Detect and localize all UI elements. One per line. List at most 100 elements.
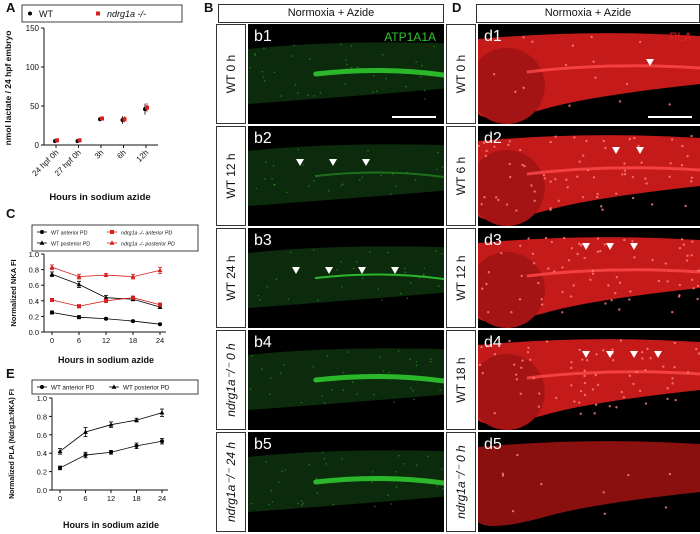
speckle xyxy=(415,61,418,63)
e-y-tick-label: 0.8 xyxy=(37,412,47,421)
c-point xyxy=(77,315,81,320)
speckle xyxy=(251,354,253,357)
c-x-tick-label: 12 xyxy=(102,336,110,345)
puncta xyxy=(583,256,586,260)
puncta xyxy=(591,269,594,272)
puncta xyxy=(520,274,523,278)
speckle xyxy=(416,464,418,466)
e-point xyxy=(58,465,62,470)
puncta xyxy=(618,281,622,285)
puncta xyxy=(611,348,614,351)
speckle xyxy=(404,267,406,270)
puncta xyxy=(478,363,482,367)
a-y-tick-label: 0 xyxy=(35,141,40,150)
puncta xyxy=(610,299,613,302)
row-label-text: ndrg1a⁻/⁻ 0 h xyxy=(224,343,238,417)
micrograph-b2: b2 xyxy=(248,126,444,226)
arrowhead xyxy=(325,267,333,274)
speckle xyxy=(261,368,263,370)
arrowhead xyxy=(292,267,300,274)
puncta xyxy=(599,205,603,208)
embryo-body xyxy=(248,246,444,308)
row-label-text: ndrg1a⁻/⁻ 0 h xyxy=(454,445,468,519)
puncta xyxy=(602,491,605,494)
micrograph-drawing xyxy=(478,339,700,430)
puncta xyxy=(578,242,581,246)
puncta xyxy=(523,164,526,168)
panel-label-d: D xyxy=(452,0,462,15)
puncta xyxy=(586,168,590,172)
scale-bar xyxy=(648,116,692,118)
puncta xyxy=(632,382,635,386)
puncta xyxy=(579,389,583,393)
puncta xyxy=(697,352,700,355)
speckle xyxy=(423,274,425,277)
puncta xyxy=(561,266,564,269)
speckle xyxy=(308,58,311,60)
puncta xyxy=(547,267,550,270)
c-point xyxy=(158,322,162,327)
speckle xyxy=(336,268,339,271)
speckle xyxy=(437,151,439,154)
speckle xyxy=(313,95,315,97)
speckle xyxy=(308,463,311,466)
tag-b5: b5 xyxy=(254,436,272,453)
puncta xyxy=(550,240,553,244)
e-point xyxy=(109,450,113,455)
puncta xyxy=(583,369,586,372)
puncta xyxy=(692,287,695,290)
puncta xyxy=(690,180,693,183)
puncta xyxy=(593,412,596,415)
puncta xyxy=(520,366,523,369)
speckle xyxy=(321,451,324,454)
puncta xyxy=(591,272,595,275)
yolk xyxy=(478,252,545,328)
puncta xyxy=(533,190,536,193)
c-legend-marker xyxy=(110,230,114,234)
puncta xyxy=(540,303,544,306)
speckle xyxy=(356,393,358,395)
speckle xyxy=(377,288,380,290)
speckle xyxy=(423,273,425,276)
tag-b2: b2 xyxy=(254,130,272,147)
speckle xyxy=(254,54,257,56)
puncta xyxy=(595,195,599,199)
puncta xyxy=(527,237,530,240)
speckle xyxy=(297,502,299,505)
tag-b4: b4 xyxy=(254,334,272,351)
puncta xyxy=(631,175,635,179)
puncta xyxy=(521,163,524,167)
speckle xyxy=(334,478,336,481)
row-label-b5: ndrg1a⁻/⁻ 24 h xyxy=(216,432,246,532)
speckle xyxy=(278,481,280,484)
puncta xyxy=(576,175,579,178)
puncta xyxy=(629,290,632,293)
puncta xyxy=(508,140,512,143)
puncta xyxy=(628,137,631,141)
puncta xyxy=(565,178,568,181)
panel-label-b: B xyxy=(204,0,214,15)
puncta xyxy=(519,392,522,396)
puncta xyxy=(615,406,618,409)
puncta xyxy=(604,146,607,150)
speckle xyxy=(381,67,384,70)
puncta xyxy=(639,40,642,44)
speckle xyxy=(389,193,392,195)
e-x-tick-label: 24 xyxy=(158,494,166,503)
puncta xyxy=(543,177,546,180)
puncta xyxy=(586,359,589,362)
arrowhead xyxy=(654,351,662,358)
micrograph-drawing xyxy=(248,42,444,104)
puncta xyxy=(552,270,556,273)
puncta xyxy=(514,90,517,94)
puncta xyxy=(583,374,586,378)
puncta xyxy=(481,287,484,290)
puncta xyxy=(512,363,516,366)
micrograph-d3: d3 xyxy=(478,228,700,328)
puncta xyxy=(549,140,552,144)
speckle xyxy=(323,457,325,460)
speckle xyxy=(283,363,285,366)
puncta xyxy=(568,104,571,107)
puncta xyxy=(549,180,552,183)
